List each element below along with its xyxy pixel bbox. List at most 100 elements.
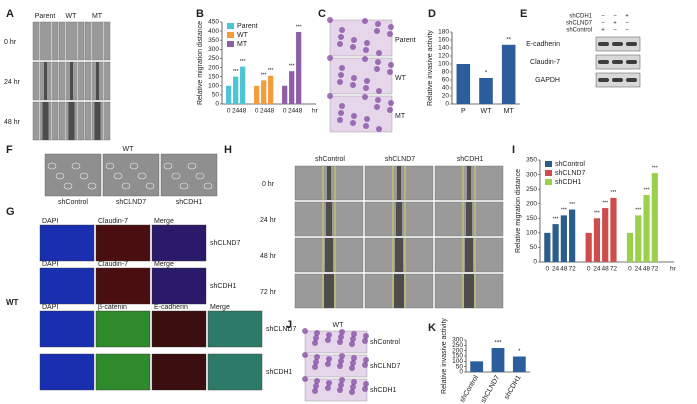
cell <box>79 172 89 180</box>
significance: * <box>518 349 521 355</box>
cell <box>314 354 320 360</box>
panel-title: WT <box>123 146 135 153</box>
micrograph <box>32 21 59 61</box>
band <box>612 60 623 64</box>
cell <box>313 359 319 365</box>
scratch-gap <box>465 238 473 272</box>
scratch-gap <box>42 102 49 140</box>
legend-swatch <box>545 179 552 185</box>
cell <box>350 336 356 342</box>
cell <box>374 66 380 72</box>
channel-label: Claudin-7 <box>98 218 128 225</box>
bar <box>501 44 516 104</box>
cell <box>350 360 356 366</box>
x-tick-label: 48 <box>267 108 275 115</box>
significance: *** <box>561 208 567 214</box>
image-label: WT <box>395 75 407 82</box>
significance: *** <box>268 68 274 74</box>
band-label: E-cadherin <box>526 41 560 48</box>
cell <box>388 24 394 30</box>
x-tick-label: 72 <box>568 266 576 273</box>
y-tick-label: 300 <box>526 171 537 178</box>
channel-label: Merge <box>154 261 174 268</box>
scratch-gap <box>70 62 73 100</box>
cell <box>313 335 319 341</box>
y-tick-label: 50 <box>212 92 220 99</box>
x-tick-label: 48 <box>295 108 303 115</box>
y-tick-label: 250 <box>208 55 219 62</box>
y-tick-label: 150 <box>526 215 537 222</box>
x-tick-label: MT <box>504 108 515 115</box>
row-label: 24 hr <box>4 79 21 86</box>
cell <box>338 72 344 78</box>
fluorescence-image <box>151 267 207 305</box>
cell <box>362 18 368 24</box>
column-label: WT <box>66 13 78 20</box>
cell <box>326 356 332 362</box>
cell <box>55 172 65 180</box>
bar <box>491 348 505 372</box>
legend-swatch <box>545 170 552 176</box>
cell <box>302 328 308 334</box>
significance: *** <box>611 190 617 196</box>
band <box>612 78 623 82</box>
bar <box>626 232 634 262</box>
y-tick-label: 100 <box>438 61 449 68</box>
fluorescence-image <box>39 224 95 262</box>
cell <box>388 62 394 68</box>
condition-sign: − <box>625 21 629 27</box>
y-tick-label: 150 <box>452 353 463 360</box>
condition-sign: + <box>625 14 629 20</box>
significance: *** <box>594 211 600 217</box>
bar <box>226 85 232 104</box>
band <box>612 42 623 46</box>
scratch-gap <box>94 102 101 140</box>
legend-label: Parent <box>237 23 258 30</box>
cell <box>351 37 357 43</box>
bar <box>470 361 484 372</box>
cell <box>337 363 343 369</box>
channel-label: Merge <box>210 304 230 311</box>
x-tick-label: 0 <box>587 266 591 273</box>
channel-label: DAPI <box>42 261 58 268</box>
fluorescence-image <box>151 353 207 391</box>
cell <box>362 338 368 344</box>
image-label: shCLND7 <box>116 199 146 206</box>
panel-letter: H <box>224 144 232 156</box>
cell <box>314 330 320 336</box>
cell <box>327 93 333 99</box>
cell <box>338 382 344 388</box>
channel-label: β-catenin <box>98 304 127 311</box>
y-tick-label: 0 <box>215 101 219 108</box>
panel-letter: K <box>428 322 436 334</box>
bar <box>560 215 567 262</box>
cell <box>363 381 369 387</box>
condition-label: shControl <box>566 28 592 34</box>
cell <box>362 94 368 100</box>
y-tick-label: 180 <box>438 29 449 36</box>
cell <box>364 78 370 84</box>
y-axis-label: Relative invasive activity <box>427 30 434 106</box>
micrograph <box>84 21 111 61</box>
cell <box>338 334 344 340</box>
panel-letter: F <box>6 144 13 156</box>
cell <box>374 28 380 34</box>
band <box>626 42 637 46</box>
cell <box>339 353 345 359</box>
significance: *** <box>553 216 559 222</box>
cell <box>375 97 381 103</box>
cell <box>338 358 344 364</box>
significance: *** <box>289 64 295 70</box>
cell <box>362 386 368 392</box>
y-axis-label: Relative migration distance <box>515 169 522 253</box>
cell <box>375 21 381 27</box>
row-label: 0 hr <box>4 39 17 46</box>
panel-letter: C <box>318 8 326 20</box>
legend-swatch <box>545 161 552 167</box>
cell <box>312 364 318 370</box>
band <box>598 60 609 64</box>
scratch-gap <box>326 202 332 236</box>
y-tick-label: 200 <box>208 64 219 71</box>
cell <box>364 116 370 122</box>
panel-letter: G <box>6 206 15 218</box>
